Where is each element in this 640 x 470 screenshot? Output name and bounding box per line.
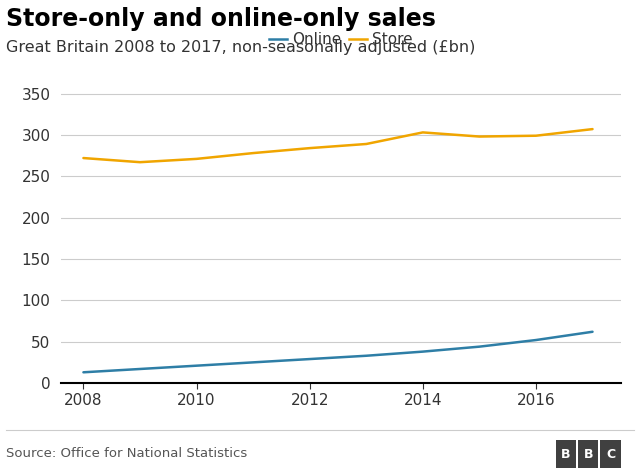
Text: Great Britain 2008 to 2017, non-seasonally adjusted (£bn): Great Britain 2008 to 2017, non-seasonal… [6,40,476,55]
Text: Store-only and online-only sales: Store-only and online-only sales [6,7,436,31]
Text: B: B [584,447,593,461]
Text: B: B [561,447,570,461]
Text: Source: Office for National Statistics: Source: Office for National Statistics [6,446,248,460]
Legend: Online, Store: Online, Store [263,26,419,54]
Text: C: C [606,447,615,461]
